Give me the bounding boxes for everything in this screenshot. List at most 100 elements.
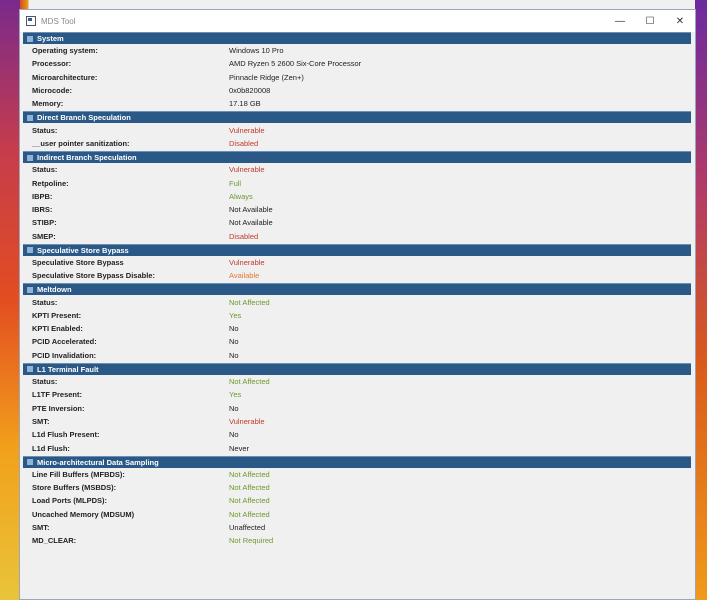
section-header[interactable]: System — [23, 32, 691, 44]
row-label: Status: — [32, 125, 58, 135]
desktop-wallpaper-right — [695, 0, 707, 600]
row-value: Vulnerable — [229, 165, 265, 175]
section-header[interactable]: Meltdown — [23, 283, 691, 296]
section-marker-icon — [27, 154, 33, 161]
app-icon — [26, 16, 36, 26]
section-header[interactable]: Speculative Store Bypass — [23, 243, 691, 256]
section-title: Micro-architectural Data Sampling — [37, 457, 159, 467]
info-row: Status: Vulnerable — [23, 123, 691, 136]
row-value: No — [229, 337, 239, 347]
section-header[interactable]: L1 Terminal Fault — [23, 362, 691, 375]
row-label: L1TF Present: — [32, 390, 83, 400]
info-row: SMT: Vulnerable — [23, 415, 691, 428]
info-row: Status: Vulnerable — [23, 163, 691, 176]
row-value: No — [229, 324, 239, 334]
row-label: L1d Flush Present: — [32, 430, 100, 440]
info-row: Microarchitecture: Pinnacle Ridge (Zen+) — [23, 71, 691, 84]
info-row: PCID Invalidation: No — [23, 349, 691, 362]
section-title: Meltdown — [37, 285, 72, 295]
row-label: Status: — [32, 377, 58, 387]
row-value: Not Available — [229, 218, 273, 228]
row-label: KPTI Enabled: — [32, 324, 83, 334]
row-label: Speculative Store Bypass — [32, 258, 124, 267]
row-label: PCID Invalidation: — [32, 350, 97, 360]
row-value: Full — [229, 178, 242, 188]
row-value: Not Affected — [229, 496, 270, 506]
info-row: Memory: 17.18 GB — [23, 97, 691, 110]
section-speculative-store-bypass: Speculative Store Bypass Speculative Stor… — [23, 243, 691, 283]
row-value: 17.18 GB — [229, 99, 261, 109]
section-system: System Operating system: Windows 10 Pro Pro… — [23, 32, 691, 110]
row-label: Status: — [32, 297, 58, 307]
row-value: Unaffected — [229, 523, 266, 533]
section-indirect-branch-speculation: Indirect Branch Speculation Status: Vulner… — [23, 151, 691, 243]
row-value: Not Affected — [229, 509, 270, 519]
row-value: Vulnerable — [229, 258, 265, 267]
row-value: Disabled — [229, 138, 259, 148]
info-row: SMT: Unaffected — [23, 521, 691, 534]
info-row: Status: Not Affected — [23, 375, 691, 388]
info-row: Status: Not Affected — [23, 295, 691, 308]
row-label: SMEP: — [32, 231, 56, 241]
section-marker-icon — [27, 35, 33, 42]
section-marker-icon — [27, 114, 33, 121]
info-row: Line Fill Buffers (MFBDS): Not Affected — [23, 468, 691, 481]
section-header[interactable]: Indirect Branch Speculation — [23, 151, 691, 164]
info-row: L1TF Present: Yes — [23, 388, 691, 401]
row-label: Load Ports (MLPDS): — [32, 496, 107, 506]
row-value: Not Affected — [229, 483, 270, 493]
desktop-wallpaper-left — [0, 0, 20, 600]
row-label: SMT: — [32, 416, 50, 426]
row-label: IBRS: — [32, 205, 53, 215]
row-value: Not Affected — [229, 297, 270, 307]
row-label: Microarchitecture: — [32, 72, 98, 82]
row-value: Yes — [229, 390, 242, 400]
info-row: Load Ports (MLPDS): Not Affected — [23, 494, 691, 507]
section-meltdown: Meltdown Status: Not Affected KPTI Present:… — [23, 283, 691, 361]
row-label: Status: — [32, 165, 58, 175]
section-direct-branch-speculation: Direct Branch Speculation Status: Vulnerab… — [23, 111, 691, 150]
section-header[interactable]: Direct Branch Speculation — [23, 111, 691, 124]
row-value: No — [229, 350, 239, 360]
info-row: KPTI Present: Yes — [23, 309, 691, 322]
section-marker-icon — [27, 459, 33, 466]
row-label: STIBP: — [32, 218, 57, 228]
info-row: Retpoline: Full — [23, 176, 691, 189]
info-row: STIBP: Not Available — [23, 216, 691, 229]
section-marker-icon — [27, 366, 33, 373]
info-row: Uncached Memory (MDSUM) Not Affected — [23, 508, 691, 521]
title-bar[interactable]: MDS Tool — ☐ ✕ — [20, 10, 695, 32]
info-row: IBPB: Always — [23, 190, 691, 203]
row-value: No — [229, 403, 239, 413]
row-value: Vulnerable — [229, 416, 265, 426]
row-value: Disabled — [229, 231, 259, 241]
row-value: Pinnacle Ridge (Zen+) — [229, 72, 304, 82]
info-row: MD_CLEAR: Not Required — [23, 534, 691, 547]
row-value: Always — [229, 191, 253, 201]
row-value: Not Affected — [229, 377, 270, 387]
maximize-icon[interactable]: ☐ — [645, 15, 655, 27]
row-label: Retpoline: — [32, 178, 69, 188]
close-icon[interactable]: ✕ — [675, 15, 685, 27]
row-label: PCID Accelerated: — [32, 337, 97, 347]
section-marker-icon — [27, 247, 33, 254]
row-value: No — [229, 430, 239, 440]
section-header[interactable]: Micro-architectural Data Sampling — [23, 455, 691, 468]
section-l1-terminal-fault: L1 Terminal Fault Status: Not Affected L1TF… — [23, 362, 691, 455]
window-title: MDS Tool — [41, 16, 76, 26]
row-label: Speculative Store Bypass Disable: — [32, 271, 155, 281]
row-label: __user pointer sanitization: — [32, 138, 130, 148]
window-controls: — ☐ ✕ — [605, 10, 695, 32]
info-row: L1d Flush Present: No — [23, 428, 691, 441]
minimize-icon[interactable]: — — [615, 15, 625, 27]
info-row: __user pointer sanitization: Disabled — [23, 137, 691, 150]
row-value: Yes — [229, 310, 242, 320]
report-content: System Operating system: Windows 10 Pro Pro… — [23, 32, 691, 549]
row-value: Available — [229, 271, 260, 281]
row-value: Windows 10 Pro — [229, 46, 284, 56]
info-row: SMEP: Disabled — [23, 230, 691, 243]
row-value: Not Required — [229, 536, 274, 546]
row-value: AMD Ryzen 5 2600 Six-Core Processor — [229, 59, 362, 69]
info-row: Speculative Store Bypass Disable: Availab… — [23, 269, 691, 282]
row-value: Never — [229, 443, 250, 453]
